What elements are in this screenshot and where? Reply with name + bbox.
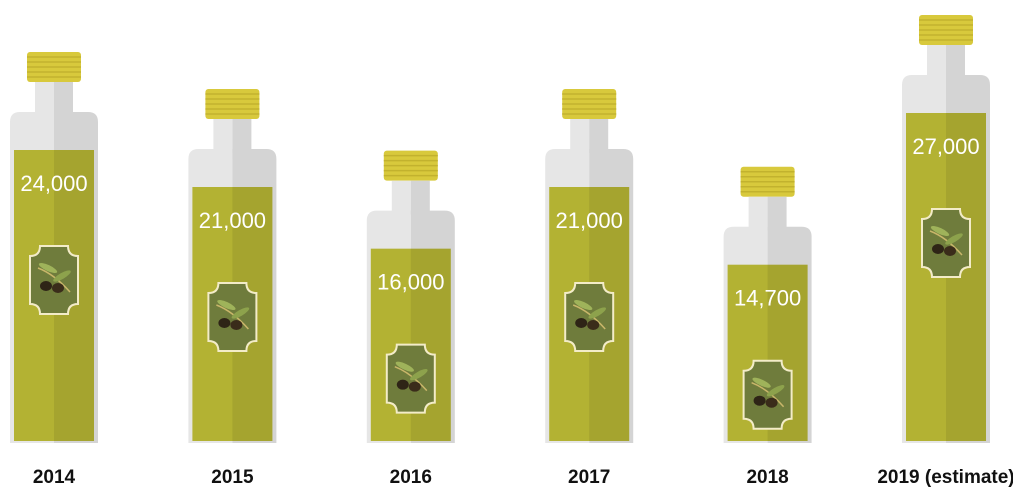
emblem-leaf [588,307,606,319]
bottle-neck [767,196,787,231]
emblem-leaf [395,361,414,372]
emblem-leaf [574,299,593,311]
emblem-olive [944,246,956,256]
x-tick-label: 2015 [211,467,254,488]
emblem-leaf [37,267,71,293]
x-tick-label: 2017 [568,467,610,488]
bottle-neck [927,45,946,79]
emblem-leaf [751,381,785,408]
emblem-leaf [929,230,963,256]
bottle-neck [232,119,252,153]
emblem-leaf [572,304,606,330]
emblem-olive [218,318,231,328]
emblem-leaf [216,304,249,330]
emblem-olive [932,244,944,254]
emblem-leaf [217,299,236,311]
emblem-leaf [752,377,771,388]
value-label: 21,000 [199,208,266,233]
bottle-neck [748,196,768,231]
bottle: 21,000 2017 [545,89,634,488]
emblem-olive [396,379,409,390]
emblem-leaf [394,365,428,392]
emblem-leaf [231,307,250,319]
bottle: 16,000 2016 [366,150,455,488]
emblem-olive [40,281,52,291]
bottle-neck [54,82,73,116]
bottle-neck [589,119,609,153]
bottle-neck [946,45,965,79]
emblem-olive [52,283,64,293]
value-label: 16,000 [377,269,444,294]
emblem-olive [408,381,421,392]
emblem-olive [575,318,588,328]
x-tick-label: 2014 [33,467,76,488]
bottle: 24,000 2014 [10,52,98,488]
emblem-olive [587,320,600,330]
value-label: 21,000 [556,208,623,233]
emblem-leaf [53,270,71,282]
emblem-olive [753,395,766,406]
bottle-neck [35,82,54,116]
bottle-neck [570,119,590,153]
bottle-neck [391,180,411,215]
bottle: 21,000 2015 [188,89,277,488]
x-tick-label: 2018 [746,467,788,488]
emblem-leaf [945,233,963,245]
x-tick-label: 2016 [390,467,432,488]
bottle: 14,700 2018 [723,166,812,488]
bottle-neck [410,180,430,215]
emblem-leaf [410,369,428,381]
value-label: 27,000 [912,134,979,159]
emblem-olive [230,320,243,330]
emblem-olive [765,397,778,408]
emblem-leaf [766,385,785,397]
bottle-neck [213,119,233,153]
emblem-leaf [38,262,58,274]
value-label: 14,700 [734,286,801,311]
x-tick-label: 2019 (estimate) [877,467,1013,488]
value-label: 24,000 [20,171,87,196]
emblem-leaf [930,225,950,237]
bottle: 27,000 2019 (estimate) [877,15,1013,488]
